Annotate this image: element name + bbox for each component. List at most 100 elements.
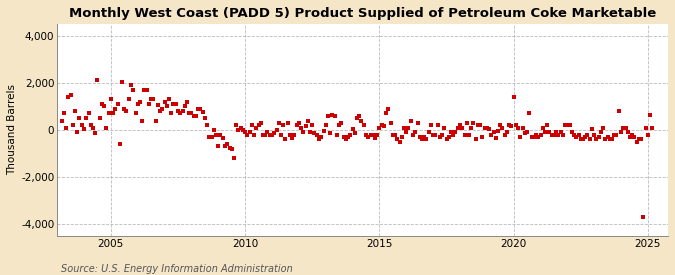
- Point: [490, 136, 501, 141]
- Point: [298, 130, 308, 134]
- Point: [611, 133, 622, 137]
- Point: [311, 133, 322, 137]
- Point: [352, 116, 362, 120]
- Point: [609, 133, 620, 137]
- Point: [497, 125, 508, 130]
- Point: [235, 125, 246, 130]
- Point: [468, 121, 479, 125]
- Point: [327, 112, 338, 117]
- Point: [267, 133, 277, 137]
- Point: [461, 121, 472, 125]
- Point: [199, 116, 210, 120]
- Point: [285, 133, 296, 137]
- Point: [340, 137, 351, 142]
- Point: [103, 111, 114, 116]
- Point: [524, 111, 535, 116]
- Point: [638, 215, 649, 219]
- Point: [634, 137, 645, 142]
- Point: [556, 130, 566, 134]
- Point: [459, 133, 470, 137]
- Point: [146, 97, 157, 101]
- Point: [553, 133, 564, 137]
- Point: [614, 109, 624, 113]
- Point: [479, 125, 490, 130]
- Point: [500, 133, 510, 137]
- Point: [296, 125, 306, 130]
- Point: [331, 133, 342, 137]
- Point: [323, 114, 333, 118]
- Point: [253, 123, 264, 127]
- Point: [647, 125, 658, 130]
- Point: [356, 118, 367, 123]
- Point: [105, 97, 116, 101]
- Point: [206, 135, 217, 139]
- Point: [59, 111, 70, 116]
- Point: [159, 100, 170, 104]
- Point: [117, 79, 128, 84]
- Point: [173, 109, 184, 113]
- Point: [604, 137, 615, 142]
- Point: [65, 92, 76, 97]
- Point: [280, 137, 291, 142]
- Point: [600, 137, 611, 142]
- Point: [616, 130, 626, 134]
- Point: [537, 125, 548, 130]
- Point: [360, 133, 371, 137]
- Point: [641, 125, 651, 130]
- Point: [242, 133, 252, 137]
- Point: [466, 125, 477, 130]
- Point: [85, 123, 96, 127]
- Point: [132, 102, 143, 106]
- Point: [620, 125, 631, 130]
- Point: [558, 133, 568, 137]
- Point: [110, 106, 121, 111]
- Point: [394, 139, 405, 144]
- Point: [452, 125, 463, 130]
- Point: [202, 123, 213, 127]
- Point: [273, 121, 284, 125]
- Point: [387, 133, 398, 137]
- Point: [251, 125, 262, 130]
- Point: [372, 133, 383, 137]
- Point: [412, 121, 423, 125]
- Point: [425, 123, 436, 127]
- Point: [551, 130, 562, 134]
- Point: [304, 130, 315, 134]
- Point: [354, 114, 364, 118]
- Point: [114, 142, 125, 146]
- Point: [448, 133, 458, 137]
- Point: [134, 100, 145, 104]
- Point: [483, 126, 494, 131]
- Point: [513, 125, 524, 130]
- Point: [342, 135, 353, 139]
- Point: [314, 137, 325, 142]
- Point: [591, 137, 601, 142]
- Point: [392, 137, 403, 142]
- Point: [258, 133, 269, 137]
- Point: [316, 135, 327, 139]
- Point: [517, 125, 528, 130]
- Point: [68, 123, 78, 127]
- Point: [423, 130, 434, 134]
- Point: [428, 133, 439, 137]
- Point: [238, 128, 248, 132]
- Point: [292, 123, 302, 127]
- Point: [540, 130, 551, 134]
- Point: [506, 124, 517, 129]
- Point: [294, 121, 304, 125]
- Point: [83, 111, 94, 116]
- Point: [287, 136, 298, 141]
- Point: [578, 137, 589, 142]
- Point: [278, 123, 289, 127]
- Point: [502, 130, 512, 134]
- Point: [302, 118, 313, 123]
- Point: [180, 104, 190, 109]
- Point: [533, 135, 544, 139]
- Point: [139, 88, 150, 92]
- Point: [488, 130, 499, 134]
- Text: Source: U.S. Energy Information Administration: Source: U.S. Energy Information Administ…: [61, 264, 292, 274]
- Point: [580, 135, 591, 139]
- Point: [481, 125, 492, 130]
- Point: [622, 130, 633, 134]
- Point: [549, 133, 560, 137]
